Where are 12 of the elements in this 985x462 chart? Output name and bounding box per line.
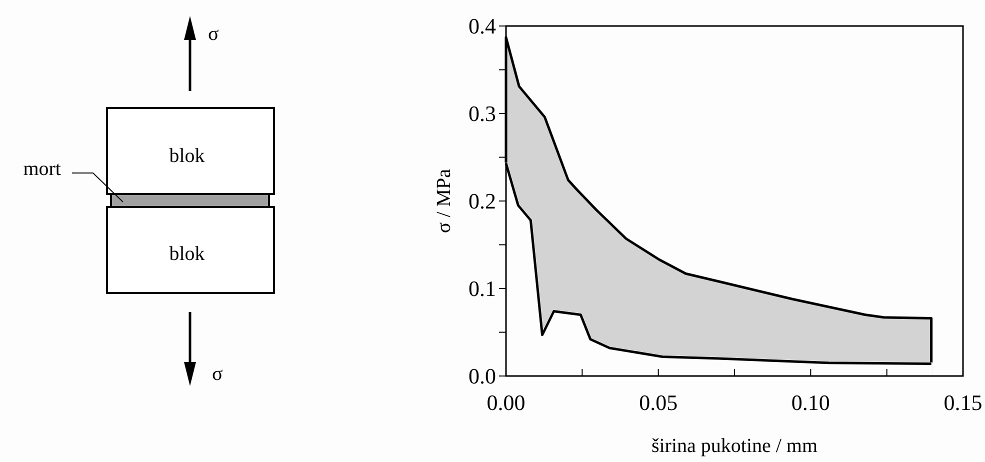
y-axis-title: σ / MPa — [433, 168, 455, 234]
x-tick-label: 0.05 — [639, 390, 678, 415]
y-tick-label: 0.3 — [468, 101, 496, 126]
x-axis-title: širina pukotine / mm — [651, 435, 818, 457]
y-tick-label: 0.4 — [468, 14, 496, 39]
block-specimen-diagram: blok blok mort σ σ — [23, 16, 275, 386]
x-tick-label: 0.10 — [791, 390, 830, 415]
y-tick-label: 0.0 — [468, 364, 496, 389]
x-tick-label: 0.15 — [944, 390, 982, 415]
y-tick-label: 0.1 — [468, 276, 496, 302]
x-tick-label: 0.00 — [486, 390, 526, 415]
y-tick-label: 0.2 — [468, 188, 496, 214]
